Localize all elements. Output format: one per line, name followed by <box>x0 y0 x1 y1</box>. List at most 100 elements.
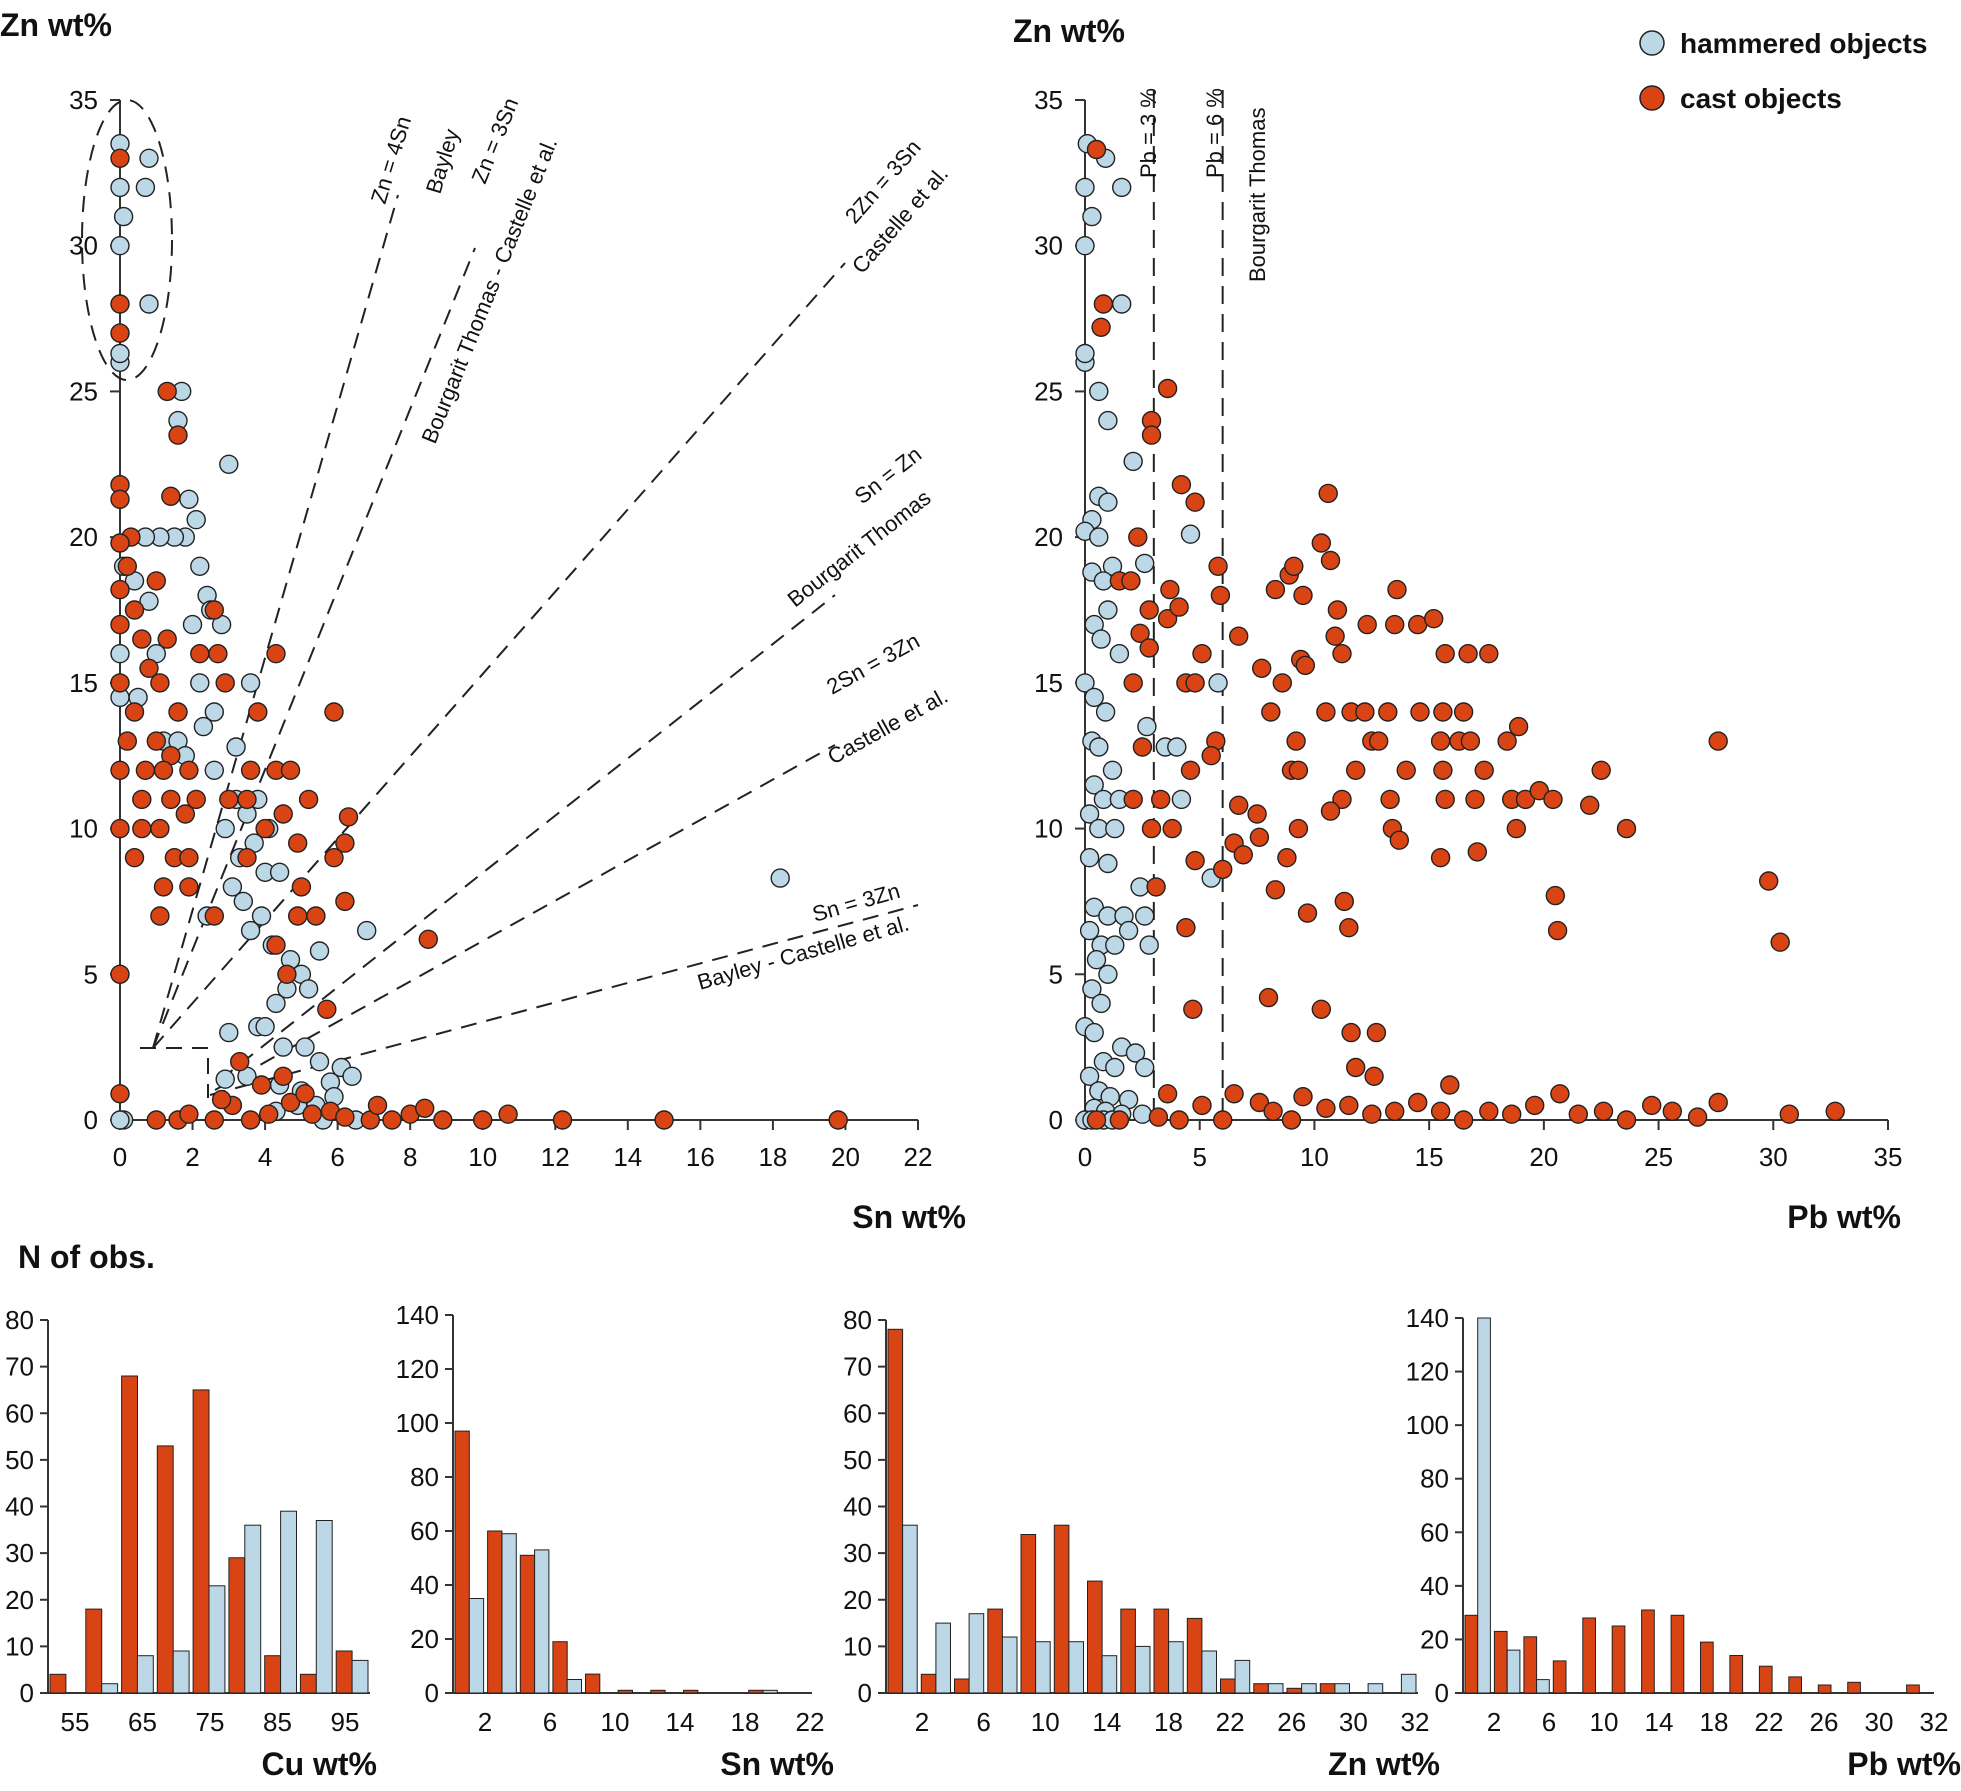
cast-bar <box>228 1557 246 1694</box>
cast-bar <box>335 1650 353 1694</box>
cast-bar <box>156 1445 174 1694</box>
x-tick-label: 22 <box>904 1142 933 1172</box>
cast-bar <box>299 1673 317 1694</box>
hist-y-tick-label: 80 <box>410 1462 439 1492</box>
hist-y-tick-label: 0 <box>858 1678 872 1708</box>
cast-point <box>277 964 297 984</box>
cast-bar <box>192 1389 210 1694</box>
cast-point <box>1453 702 1474 722</box>
cast-point <box>1384 614 1405 635</box>
ratio-line-2sn-3zn <box>214 744 836 1091</box>
y-tick-label: 35 <box>69 85 98 115</box>
cast-point <box>1185 673 1205 693</box>
hammered-point <box>1075 177 1095 198</box>
hammered-point <box>309 941 330 961</box>
hist-y-tick-label: 20 <box>410 1624 439 1654</box>
cast-point <box>1591 760 1611 780</box>
cast-point <box>1109 1110 1130 1130</box>
label-zn-4sn: Zn = 4Sn <box>366 113 416 206</box>
cast-point <box>1288 818 1309 839</box>
y-tick-label: 30 <box>69 231 98 261</box>
cast-point <box>110 148 130 169</box>
pb-zn-axes: 0 5 10 15 20 25 30 35 0 5 10 15 20 25 30 35 <box>1034 85 1902 1172</box>
cast-point <box>1384 1101 1405 1122</box>
hammered-point <box>1134 1057 1155 1078</box>
hammered-bar <box>1536 1679 1550 1694</box>
cast-point <box>110 818 130 839</box>
cast-point <box>150 673 170 693</box>
cast-point <box>1123 673 1143 693</box>
hist-x-tick-label: 6 <box>1542 1707 1556 1737</box>
hammered-point <box>1137 716 1157 737</box>
hist-x-tick-label: 75 <box>196 1707 225 1737</box>
legend-hammered-label: hammered objects <box>1680 28 1927 59</box>
hist-y-tick-label: 60 <box>410 1516 439 1546</box>
hammered-point <box>1091 993 1111 1014</box>
cast-point <box>1433 760 1453 780</box>
cast-point <box>1758 871 1779 891</box>
hist-x-tick-label: 22 <box>1755 1707 1784 1737</box>
cast-bar <box>519 1554 536 1694</box>
cast-point <box>266 644 286 664</box>
hammered-bar <box>244 1524 262 1694</box>
cast-point <box>150 818 170 839</box>
hammered-point <box>1105 1057 1125 1078</box>
cast-point <box>1128 527 1148 547</box>
cast-point <box>179 760 199 780</box>
hammered-point <box>1111 294 1132 314</box>
cast-point <box>1272 673 1293 693</box>
hammered-point <box>204 702 225 722</box>
hammered-point <box>204 760 225 780</box>
hist-y-tick-label: 40 <box>843 1492 872 1522</box>
hammered-point <box>1102 760 1123 780</box>
hammered-point <box>219 454 239 474</box>
cast-point <box>175 804 196 824</box>
cast-bar <box>1641 1609 1655 1694</box>
hammered-bar <box>968 1613 985 1694</box>
hist-x-tick-label: 6 <box>976 1707 990 1737</box>
cast-point <box>1277 848 1297 868</box>
cast-point <box>1228 795 1249 815</box>
hammered-point <box>1079 804 1100 824</box>
cast-point <box>1265 880 1286 900</box>
cast-point <box>1157 609 1178 629</box>
hammered-bar <box>172 1650 190 1694</box>
cast-bar <box>85 1608 103 1694</box>
cast-point <box>1389 830 1410 850</box>
hist-x-tick-label: 18 <box>1154 1707 1183 1737</box>
histogram-ylabel: N of obs. <box>18 1239 155 1275</box>
cast-bar <box>1319 1683 1336 1694</box>
hammered-bar <box>1506 1649 1521 1694</box>
cast-point <box>1332 644 1352 664</box>
label-pb-3: Pb = 3 % <box>1136 88 1161 178</box>
cast-point <box>1345 1057 1366 1078</box>
cast-point <box>1407 1092 1428 1113</box>
cast-point <box>146 571 167 591</box>
cast-point <box>382 1110 402 1130</box>
hist-x-tick-label: 14 <box>1645 1707 1674 1737</box>
cast-point <box>1086 1110 1107 1130</box>
cast-point <box>1093 294 1114 314</box>
hammered-bar <box>1477 1317 1491 1694</box>
hammered-point <box>266 993 286 1014</box>
cast-bar <box>1906 1684 1920 1694</box>
cast-point <box>1435 644 1455 664</box>
x-tick-label: 18 <box>758 1142 787 1172</box>
cast-point <box>335 891 355 912</box>
hammered-bar <box>1367 1683 1384 1694</box>
cast-point <box>1770 932 1790 952</box>
cast-point <box>157 381 177 402</box>
label-bourgarit-thomas-1: Bourgarit Thomas <box>783 485 936 612</box>
hammered-point <box>1089 737 1109 757</box>
hist-x-tick-label: 14 <box>1092 1707 1121 1737</box>
cast-point <box>1355 702 1375 722</box>
y-tick-label: 15 <box>1034 668 1063 698</box>
cast-point <box>1325 626 1345 646</box>
cast-point <box>1086 139 1107 160</box>
hammered-point <box>1082 206 1102 227</box>
cast-point <box>1157 1084 1178 1104</box>
y-tick-label: 10 <box>69 814 98 844</box>
cast-point <box>179 1104 199 1124</box>
cast-point <box>1123 789 1143 810</box>
